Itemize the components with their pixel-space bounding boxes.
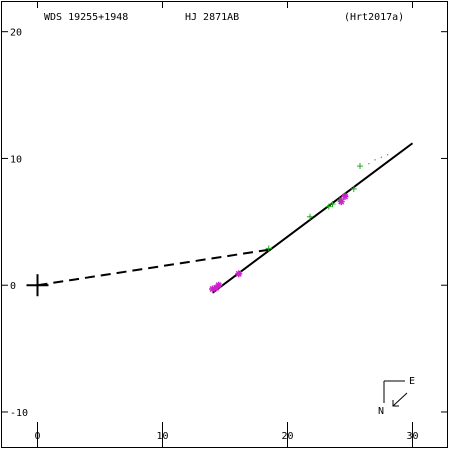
dot-observation-marker — [387, 154, 389, 156]
plus-observation-marker — [350, 185, 357, 192]
asterisk-observation-marker — [337, 198, 345, 206]
plus-observation-marker — [357, 163, 363, 170]
dashed-connector-line — [37, 248, 269, 287]
asterisk-observation-marker — [215, 281, 223, 289]
y-tick-label: 0 — [10, 281, 16, 292]
motion-arrow-head — [392, 400, 399, 407]
plus-observation-marker — [265, 245, 272, 252]
x-tick-label: 0 — [34, 431, 40, 442]
x-tick-label: 20 — [281, 431, 293, 442]
y-tick-label: -10 — [10, 408, 28, 419]
primary-star-marker — [26, 274, 49, 297]
motion-arrow-shaft — [392, 392, 408, 407]
compass-rose: N E — [378, 376, 415, 417]
dot-observation-marker — [368, 163, 370, 165]
y-tick-label: 20 — [10, 28, 22, 39]
north-label: N — [378, 406, 384, 417]
dot-observation-marker — [374, 159, 376, 161]
asterisk-observation-marker — [235, 270, 243, 278]
linear-fit-line — [211, 142, 414, 294]
y-tick-label: 10 — [10, 154, 22, 165]
x-tick-label: 10 — [156, 431, 168, 442]
plus-observation-marker — [325, 203, 332, 210]
x-tick-label: 30 — [406, 431, 418, 442]
wds-id-label: WDS 19255+1948 — [44, 12, 128, 23]
east-label: E — [409, 376, 415, 387]
dot-observation-marker — [380, 156, 382, 158]
reference-label: (Hrt2017a) — [344, 12, 404, 23]
plus-observation-marker — [307, 213, 313, 220]
observation-marks — [209, 154, 389, 293]
discoverer-label: HJ 2871AB — [185, 12, 239, 23]
plus-observation-marker — [329, 201, 336, 208]
asterisk-observation-marker — [341, 192, 349, 200]
orbit-lines — [37, 142, 414, 294]
